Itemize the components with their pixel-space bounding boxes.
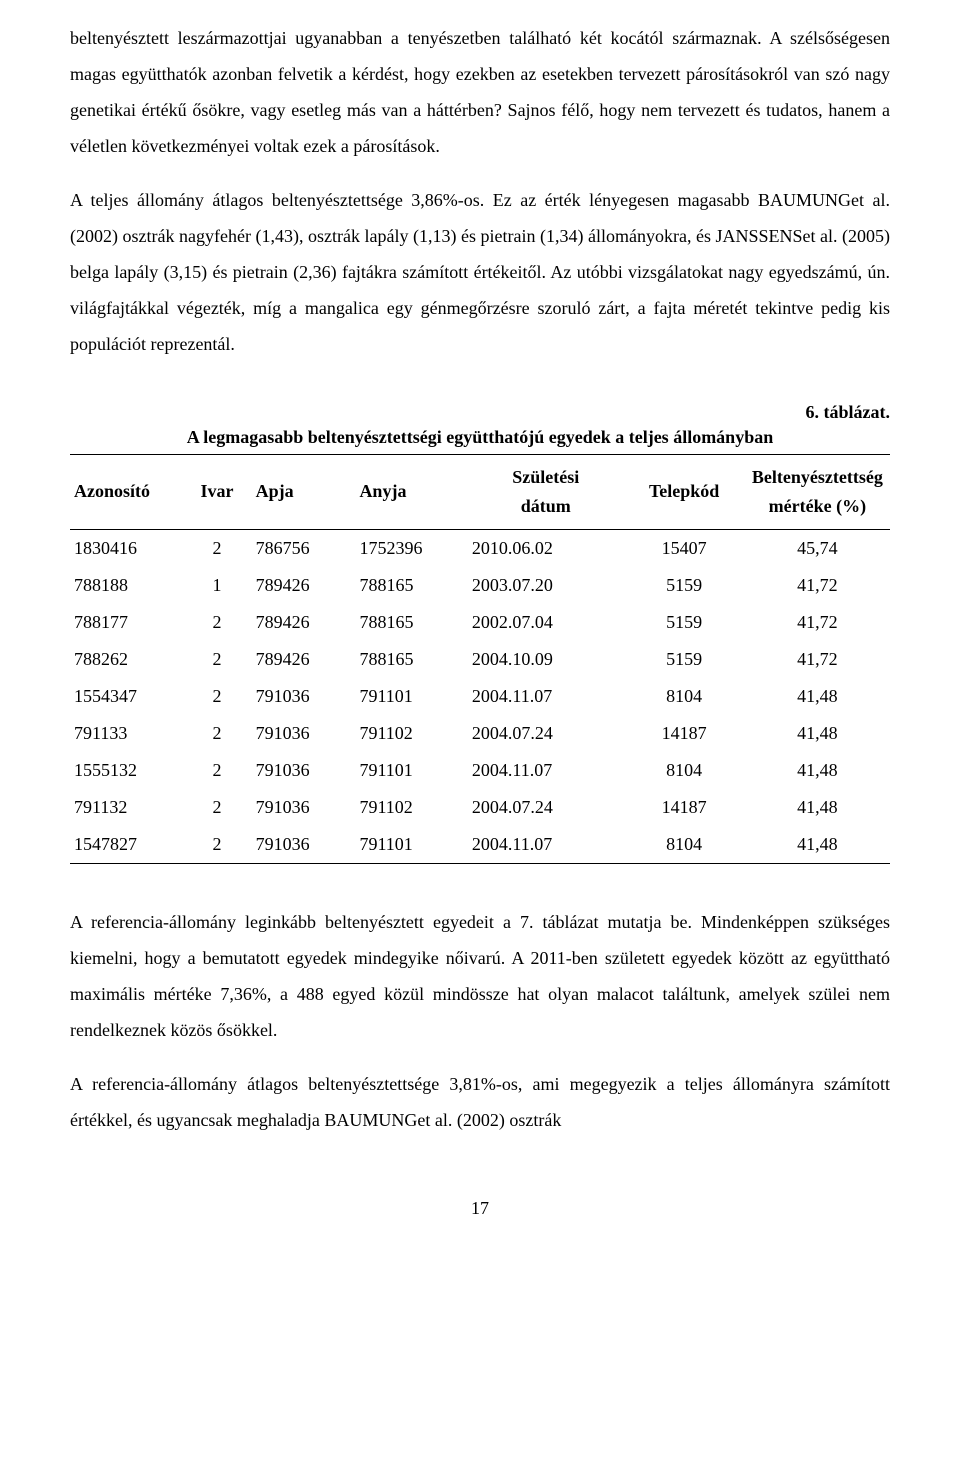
cell-belt: 41,72: [745, 567, 890, 604]
cell-ivar: 2: [182, 678, 251, 715]
page-number: 17: [70, 1198, 890, 1219]
cell-anyja: 791101: [355, 678, 467, 715]
cell-apja: 791036: [252, 826, 356, 864]
cell-telepkod: 5159: [624, 567, 745, 604]
cell-szuletesi: 2004.10.09: [468, 641, 624, 678]
col-header-belt: Beltenyésztettség mértéke (%): [745, 455, 890, 530]
cell-telepkod: 14187: [624, 715, 745, 752]
cell-telepkod: 5159: [624, 641, 745, 678]
cell-ivar: 2: [182, 641, 251, 678]
cell-szuletesi: 2002.07.04: [468, 604, 624, 641]
col-header-szuletesi-l2: dátum: [521, 496, 571, 516]
cell-azonosito: 1554347: [70, 678, 182, 715]
cell-ivar: 1: [182, 567, 251, 604]
cell-szuletesi: 2003.07.20: [468, 567, 624, 604]
cell-ivar: 2: [182, 789, 251, 826]
cell-azonosito: 791133: [70, 715, 182, 752]
data-table: Azonosító Ivar Apja Anyja Születési dátu…: [70, 454, 890, 864]
cell-telepkod: 5159: [624, 604, 745, 641]
table-title: A legmagasabb beltenyésztettségi együtth…: [70, 427, 890, 448]
col-header-telepkod: Telepkód: [624, 455, 745, 530]
cell-anyja: 1752396: [355, 529, 467, 567]
col-header-ivar: Ivar: [182, 455, 251, 530]
table-row: 788188 1 789426 788165 2003.07.20 5159 4…: [70, 567, 890, 604]
cell-apja: 789426: [252, 604, 356, 641]
cell-belt: 41,48: [745, 789, 890, 826]
cell-apja: 791036: [252, 715, 356, 752]
cell-apja: 786756: [252, 529, 356, 567]
cell-telepkod: 15407: [624, 529, 745, 567]
cell-ivar: 2: [182, 826, 251, 864]
paragraph-text: A referencia-állomány átlagos beltenyész…: [70, 1074, 890, 1130]
table-row: 788177 2 789426 788165 2002.07.04 5159 4…: [70, 604, 890, 641]
cell-ivar: 2: [182, 529, 251, 567]
cell-azonosito: 788177: [70, 604, 182, 641]
cell-azonosito: 1547827: [70, 826, 182, 864]
body-paragraph-1: beltenyésztett leszármazottjai ugyanabba…: [70, 20, 890, 164]
col-header-apja: Apja: [252, 455, 356, 530]
body-paragraph-2: A teljes állomány átlagos beltenyésztett…: [70, 182, 890, 362]
cell-telepkod: 8104: [624, 826, 745, 864]
table-row: 1547827 2 791036 791101 2004.11.07 8104 …: [70, 826, 890, 864]
table-row: 788262 2 789426 788165 2004.10.09 5159 4…: [70, 641, 890, 678]
table-number-label: 6. táblázat.: [70, 402, 890, 423]
table-row: 1830416 2 786756 1752396 2010.06.02 1540…: [70, 529, 890, 567]
col-header-azonosito: Azonosító: [70, 455, 182, 530]
cell-anyja: 788165: [355, 567, 467, 604]
paragraph-text: A referencia-állomány leginkább beltenyé…: [70, 912, 890, 1040]
cell-ivar: 2: [182, 752, 251, 789]
cell-belt: 41,72: [745, 604, 890, 641]
cell-telepkod: 8104: [624, 678, 745, 715]
cell-belt: 41,48: [745, 752, 890, 789]
cell-anyja: 791102: [355, 715, 467, 752]
col-header-szuletesi: Születési dátum: [468, 455, 624, 530]
cell-anyja: 791101: [355, 826, 467, 864]
col-header-belt-l1: Beltenyésztettség: [752, 467, 883, 487]
cell-szuletesi: 2004.11.07: [468, 752, 624, 789]
cell-anyja: 791101: [355, 752, 467, 789]
cell-apja: 791036: [252, 678, 356, 715]
cell-azonosito: 1555132: [70, 752, 182, 789]
cell-szuletesi: 2004.07.24: [468, 789, 624, 826]
page-container: beltenyésztett leszármazottjai ugyanabba…: [0, 0, 960, 1249]
cell-szuletesi: 2004.11.07: [468, 826, 624, 864]
table-body: 1830416 2 786756 1752396 2010.06.02 1540…: [70, 529, 890, 863]
cell-anyja: 788165: [355, 641, 467, 678]
cell-azonosito: 788188: [70, 567, 182, 604]
cell-apja: 791036: [252, 789, 356, 826]
cell-belt: 41,48: [745, 715, 890, 752]
cell-szuletesi: 2004.11.07: [468, 678, 624, 715]
cell-belt: 41,48: [745, 826, 890, 864]
body-paragraph-4: A referencia-állomány átlagos beltenyész…: [70, 1066, 890, 1138]
cell-azonosito: 791132: [70, 789, 182, 826]
col-header-belt-l2: mértéke (%): [769, 496, 866, 516]
cell-szuletesi: 2004.07.24: [468, 715, 624, 752]
table-row: 791132 2 791036 791102 2004.07.24 14187 …: [70, 789, 890, 826]
cell-ivar: 2: [182, 604, 251, 641]
cell-szuletesi: 2010.06.02: [468, 529, 624, 567]
col-header-szuletesi-l1: Születési: [512, 467, 579, 487]
table-row: 1554347 2 791036 791101 2004.11.07 8104 …: [70, 678, 890, 715]
cell-telepkod: 8104: [624, 752, 745, 789]
table-row: 1555132 2 791036 791101 2004.11.07 8104 …: [70, 752, 890, 789]
cell-belt: 41,72: [745, 641, 890, 678]
cell-belt: 41,48: [745, 678, 890, 715]
table-header: Azonosító Ivar Apja Anyja Születési dátu…: [70, 455, 890, 530]
cell-apja: 789426: [252, 567, 356, 604]
cell-ivar: 2: [182, 715, 251, 752]
cell-belt: 45,74: [745, 529, 890, 567]
table-row: 791133 2 791036 791102 2004.07.24 14187 …: [70, 715, 890, 752]
cell-azonosito: 788262: [70, 641, 182, 678]
cell-anyja: 788165: [355, 604, 467, 641]
table-header-row: Azonosító Ivar Apja Anyja Születési dátu…: [70, 455, 890, 530]
col-header-anyja: Anyja: [355, 455, 467, 530]
cell-telepkod: 14187: [624, 789, 745, 826]
paragraph-text: beltenyésztett leszármazottjai ugyanabba…: [70, 28, 890, 156]
cell-apja: 789426: [252, 641, 356, 678]
cell-azonosito: 1830416: [70, 529, 182, 567]
paragraph-text: A teljes állomány átlagos beltenyésztett…: [70, 190, 890, 354]
body-paragraph-3: A referencia-állomány leginkább beltenyé…: [70, 904, 890, 1048]
cell-anyja: 791102: [355, 789, 467, 826]
cell-apja: 791036: [252, 752, 356, 789]
